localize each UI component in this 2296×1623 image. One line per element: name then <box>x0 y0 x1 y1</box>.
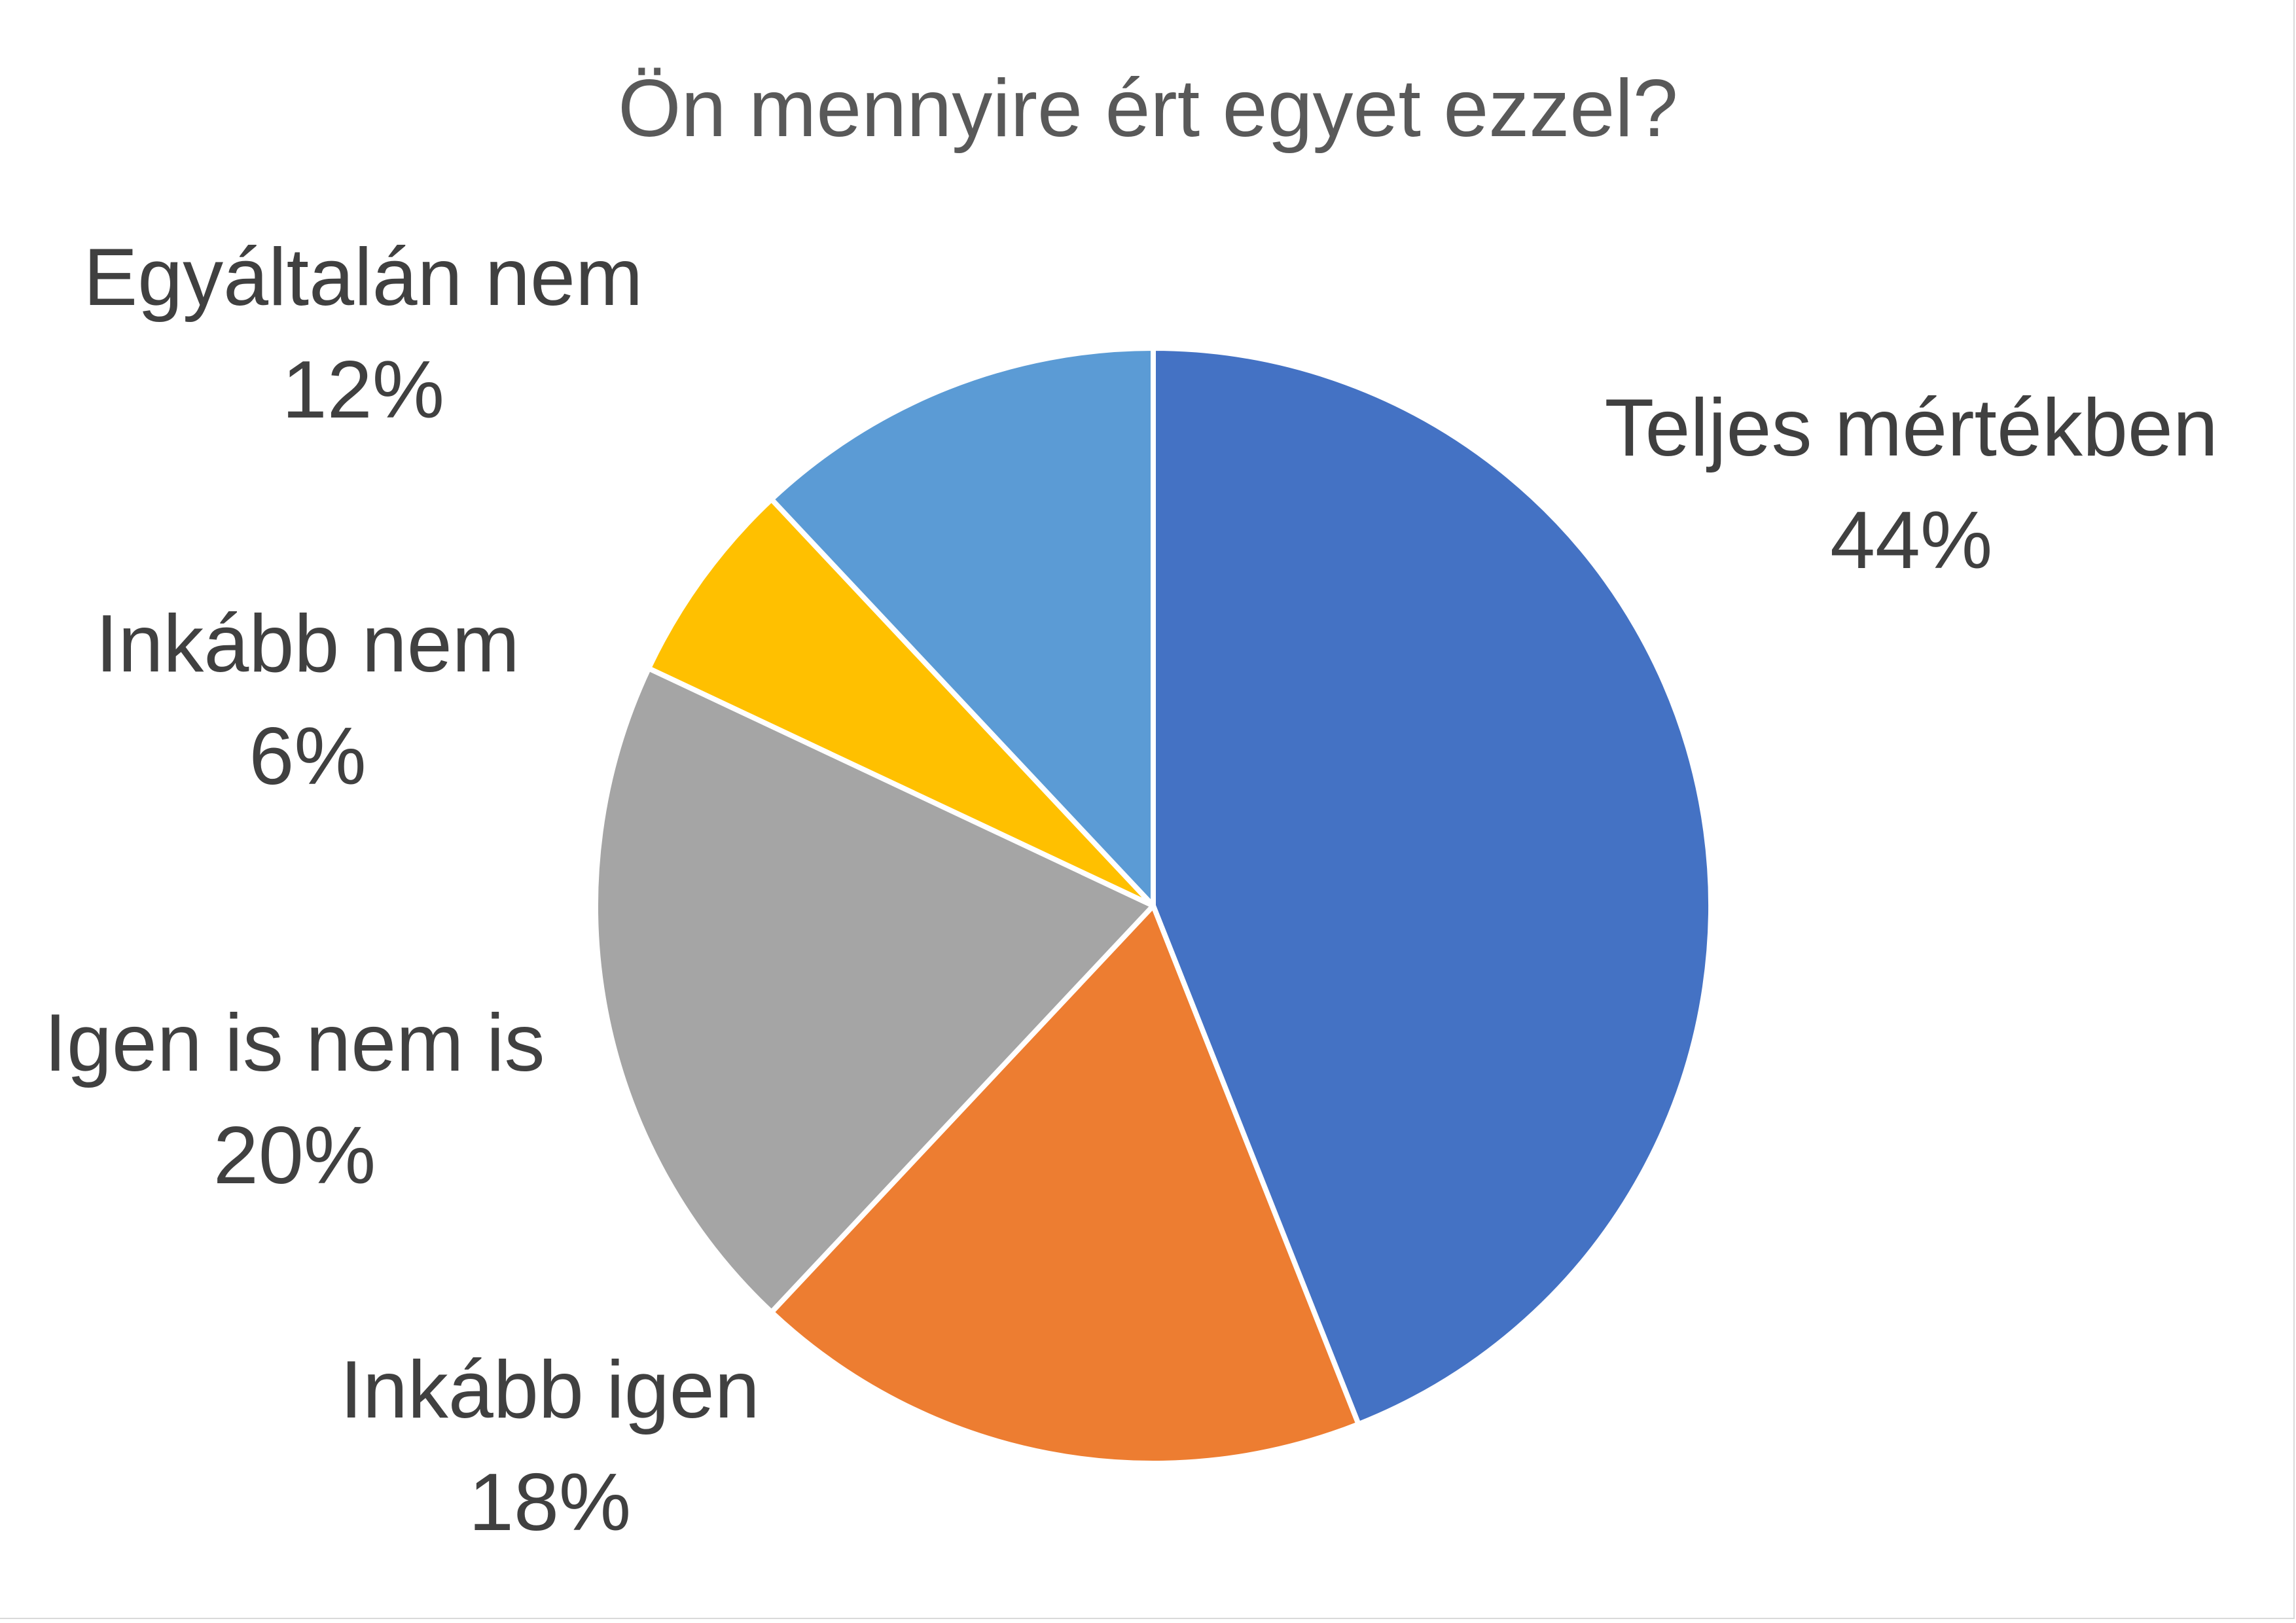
data-label-percent: 6% <box>249 711 367 802</box>
data-label-teljes-mertekben: Teljes mértékben 44% <box>1605 372 2218 597</box>
pie-slice-egyaltalan-nem <box>768 346 1156 908</box>
data-label-percent: 44% <box>1830 495 1993 586</box>
data-label-category: Inkább igen <box>340 1345 760 1435</box>
pie-slice-teljes-mertekben <box>1151 346 1713 1427</box>
data-label-percent: 18% <box>469 1457 632 1548</box>
data-label-inkabb-nem: Inkább nem 6% <box>96 588 520 813</box>
pie-slice-inkabb-nem <box>646 496 1156 908</box>
data-label-percent: 12% <box>281 345 444 435</box>
data-label-igen-is-nem-is: Igen is nem is 20% <box>45 987 545 1212</box>
data-label-category: Egyáltalán nem <box>83 232 643 323</box>
data-label-category: Igen is nem is <box>44 998 545 1088</box>
data-label-category: Teljes mértékben <box>1604 383 2218 473</box>
pie-slice-inkabb-igen <box>768 903 1361 1466</box>
data-label-egyaltalan-nem: Egyáltalán nem 12% <box>84 221 643 446</box>
data-label-category: Inkább nem <box>96 599 520 689</box>
data-label-percent: 20% <box>213 1111 376 1201</box>
pie-slice-igen-is-nem-is <box>593 666 1156 1315</box>
chart-title: Ön mennyire ért egyet ezzel? <box>618 63 1678 154</box>
data-label-inkabb-igen: Inkább igen 18% <box>340 1334 760 1559</box>
